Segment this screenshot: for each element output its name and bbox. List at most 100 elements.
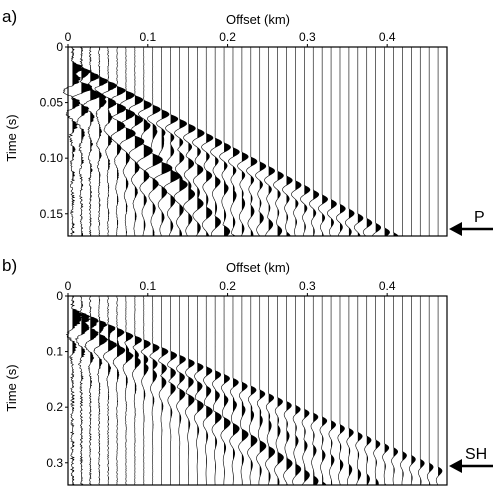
panel-b-x-ticks: 0 0.1 0.2 0.3 0.4 [65,279,396,296]
panel-b-trace [112,295,126,486]
panel-b-trace [400,296,407,486]
panel-b-trace-fill [108,296,117,485]
panel-b-x-axis-title: Offset (km) [226,260,290,275]
panel-b-y-axis-title: Time (s) [4,364,19,411]
panel-a-trace [335,47,346,237]
panel-b-trace-fill [420,296,425,485]
panel-a-trace-fill [268,47,275,236]
panel-b-trace [265,296,276,486]
panel-b-trace-fill [197,296,204,485]
panel-a-trace-fill [72,47,83,236]
panel-b-y-tick-label: 0.3 [46,456,63,470]
panel-a-trace-fill [224,47,231,236]
panel-b-trace-fill [161,296,168,485]
panel-a-trace [282,47,293,237]
panel-a-trace-fill [313,47,319,236]
panel-a-trace-fill [232,47,240,236]
panel-a-trace [318,47,328,237]
panel-b-trace [409,296,416,486]
panel-a-trace [237,46,249,237]
panel-b-trace [238,296,249,486]
panel-a-trace-fill [384,47,390,236]
panel-b-trace [229,295,240,486]
panel-a-trace [372,47,382,237]
panel-b-trace-fill [134,296,142,485]
panel-b-trace [274,295,284,486]
panel-b-trace [185,295,195,486]
panel-a-trace [192,46,205,237]
panel-a-x-tick-label: 0.4 [379,30,396,44]
panel-b-trace [391,296,399,486]
panel-a-trace [246,47,258,237]
panel-b-trace-fill [99,296,108,485]
panel-a-trace [353,47,364,237]
panel-a-trace-fill [259,47,266,236]
panel-a-x-tick-label: 0.1 [139,30,156,44]
panel-b-trace-fill [268,296,275,485]
panel-b-x-tick-label: 0 [65,279,72,293]
panel-b-trace [122,295,134,486]
panel-a-trace-fill [277,47,284,236]
panel-b-trace-fill [313,296,319,485]
panel-a-trace-fill [179,47,188,236]
panel-b-trace [426,296,434,486]
panel-b-trace [337,296,345,486]
panel-b-trace [84,295,99,486]
panel-b-trace [149,295,160,486]
panel-a-trace-fill [393,47,399,236]
panel-a-trace-fill [125,47,136,236]
panel-b-arrival-arrow [449,459,493,473]
panel-a-x-tick-label: 0 [65,30,72,44]
panel-a-trace [219,46,231,237]
panel-b-trace [220,295,231,485]
panel-a-trace [183,46,196,237]
panel-b-x-tick-label: 0.3 [299,279,316,293]
panel-b-y-tick-label: 0.1 [46,345,63,359]
panel-b-x-tick-label: 0.1 [139,279,156,293]
panel-b-traces [65,295,443,486]
panel-a-y-tick-label: 0 [56,40,63,54]
panel-b-trace [93,295,109,486]
panel-b-trace-fill [295,296,301,485]
panel-b-trace [167,295,178,486]
panel-b-trace [364,296,372,486]
panel-a-trace-fill [206,47,214,236]
panel-a-trace-fill [188,47,196,236]
panel-a-trace [344,47,355,237]
panel-b-trace-fill [125,296,134,485]
panel-b-trace [292,296,302,486]
panel-b-x-tick-label: 0.4 [379,279,396,293]
panel-b-trace [140,295,151,486]
panel-b-trace [346,296,354,486]
panel-a-traces [62,46,439,237]
panel-a-x-axis-title: Offset (km) [226,12,290,27]
panel-b-label: b) [2,256,17,275]
panel-b-trace [247,296,258,486]
panel-b-trace-fill [241,296,249,485]
panel-b-trace [301,296,310,486]
panel-b-trace-fill [357,296,363,485]
panel-b-frame [67,295,448,486]
panel-a-trace-fill [322,47,328,236]
panel-b-trace [176,295,186,486]
panel-b-trace [256,296,267,486]
panel-b-trace [382,296,390,486]
panel-b-trace-fill [152,296,160,485]
panel-a-trace-fill [357,47,364,236]
panel-a-trace [173,47,188,237]
panel-a-trace [136,47,153,237]
panel-b-trace-fill [72,296,83,485]
panel-a-trace [119,46,136,237]
panel-a-arrival-label: P [474,209,485,226]
panel-a-trace [327,47,337,237]
panel-a-trace-fill [375,47,381,236]
panel-b-trace [193,295,204,486]
panel-a-trace [255,47,267,237]
panel-b-trace [310,296,319,486]
panel-a-trace-fill [108,47,117,236]
panel-a-trace [94,46,109,237]
panel-a-trace [393,47,399,237]
panel-b-trace [319,296,328,486]
panel-b-trace-fill [322,296,327,485]
panel-b-trace [102,295,117,486]
